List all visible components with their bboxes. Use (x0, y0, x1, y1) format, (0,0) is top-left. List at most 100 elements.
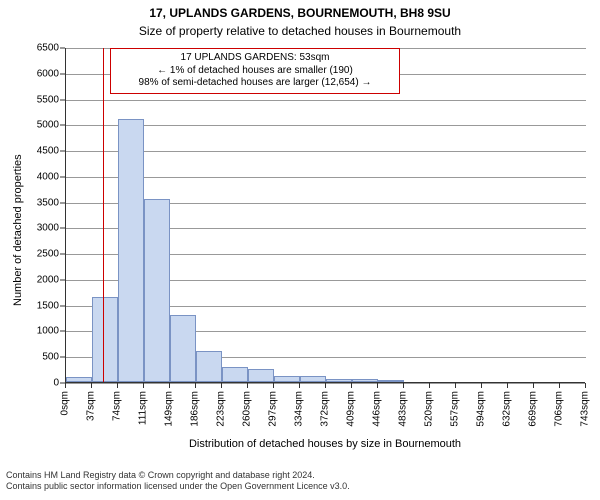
annotation-line3: 98% of semi-detached houses are larger (… (119, 77, 391, 90)
histogram-bar (222, 367, 248, 382)
histogram-bar (352, 379, 378, 382)
y-tick-mark (60, 73, 65, 74)
y-tick-label: 1000 (27, 326, 59, 337)
x-tick-label: 334sqm (294, 391, 305, 427)
y-tick-label: 0 (27, 378, 59, 389)
x-tick-mark (351, 383, 352, 388)
y-tick-mark (60, 357, 65, 358)
x-tick-label: 409sqm (346, 391, 357, 427)
x-tick-label: 743sqm (580, 391, 591, 427)
histogram-bar (248, 369, 274, 382)
chart-title-address: 17, UPLANDS GARDENS, BOURNEMOUTH, BH8 9S… (0, 6, 600, 20)
x-tick-mark (325, 383, 326, 388)
x-tick-label: 483sqm (398, 391, 409, 427)
y-tick-mark (60, 202, 65, 203)
x-tick-label: 223sqm (216, 391, 227, 427)
y-tick-label: 3500 (27, 197, 59, 208)
x-tick-label: 149sqm (164, 391, 175, 427)
x-tick-mark (273, 383, 274, 388)
reference-line (103, 48, 104, 382)
y-tick-label: 3000 (27, 223, 59, 234)
x-tick-label: 186sqm (190, 391, 201, 427)
x-axis-label: Distribution of detached houses by size … (65, 438, 585, 450)
y-tick-mark (60, 254, 65, 255)
y-tick-label: 4000 (27, 171, 59, 182)
x-tick-mark (299, 383, 300, 388)
histogram-bar (378, 380, 404, 382)
histogram-bar (326, 379, 352, 382)
histogram-bar (66, 377, 92, 382)
y-tick-label: 4500 (27, 146, 59, 157)
x-tick-mark (169, 383, 170, 388)
gridline (66, 151, 586, 152)
x-tick-label: 632sqm (502, 391, 513, 427)
y-tick-mark (60, 305, 65, 306)
histogram-bar (118, 119, 144, 382)
annotation-line2: ← 1% of detached houses are smaller (190… (119, 65, 391, 78)
x-tick-label: 260sqm (242, 391, 253, 427)
x-tick-mark (247, 383, 248, 388)
y-tick-label: 6500 (27, 43, 59, 54)
histogram-bar (170, 315, 196, 382)
y-tick-mark (60, 228, 65, 229)
x-tick-label: 669sqm (528, 391, 539, 427)
x-tick-mark (585, 383, 586, 388)
footer-attribution: Contains HM Land Registry data © Crown c… (6, 470, 350, 492)
footer-line1: Contains HM Land Registry data © Crown c… (6, 470, 350, 481)
y-tick-label: 5500 (27, 94, 59, 105)
x-tick-mark (481, 383, 482, 388)
x-tick-mark (221, 383, 222, 388)
x-tick-mark (559, 383, 560, 388)
x-tick-label: 297sqm (268, 391, 279, 427)
histogram-bar (92, 297, 118, 382)
y-tick-mark (60, 279, 65, 280)
x-tick-label: 520sqm (424, 391, 435, 427)
x-tick-mark (455, 383, 456, 388)
x-tick-label: 446sqm (372, 391, 383, 427)
x-tick-mark (195, 383, 196, 388)
histogram-bar (196, 351, 222, 382)
y-tick-label: 1500 (27, 300, 59, 311)
x-tick-label: 557sqm (450, 391, 461, 427)
plot-area (65, 48, 585, 383)
x-tick-label: 372sqm (320, 391, 331, 427)
x-tick-label: 74sqm (112, 391, 123, 421)
x-tick-mark (403, 383, 404, 388)
gridline (66, 383, 586, 384)
x-tick-mark (91, 383, 92, 388)
x-tick-mark (65, 383, 66, 388)
histogram-bar (300, 376, 326, 382)
x-tick-mark (143, 383, 144, 388)
annotation-box: 17 UPLANDS GARDENS: 53sqm ← 1% of detach… (110, 48, 400, 94)
histogram-bar (144, 199, 170, 382)
gridline (66, 177, 586, 178)
x-tick-mark (117, 383, 118, 388)
x-tick-label: 594sqm (476, 391, 487, 427)
histogram-bar (274, 376, 300, 382)
chart-container: 17, UPLANDS GARDENS, BOURNEMOUTH, BH8 9S… (0, 0, 600, 500)
annotation-line1: 17 UPLANDS GARDENS: 53sqm (119, 52, 391, 65)
x-tick-label: 0sqm (60, 391, 71, 415)
footer-line2: Contains public sector information licen… (6, 481, 350, 492)
x-tick-mark (507, 383, 508, 388)
x-tick-label: 111sqm (138, 391, 149, 425)
y-tick-mark (60, 99, 65, 100)
y-tick-label: 500 (27, 352, 59, 363)
chart-title-desc: Size of property relative to detached ho… (0, 24, 600, 38)
y-tick-mark (60, 151, 65, 152)
x-tick-mark (429, 383, 430, 388)
y-tick-mark (60, 331, 65, 332)
y-tick-mark (60, 176, 65, 177)
gridline (66, 125, 586, 126)
x-tick-label: 37sqm (86, 391, 97, 421)
y-tick-mark (60, 125, 65, 126)
y-tick-mark (60, 48, 65, 49)
gridline (66, 100, 586, 101)
y-tick-label: 2000 (27, 274, 59, 285)
y-tick-label: 2500 (27, 249, 59, 260)
y-tick-label: 5000 (27, 120, 59, 131)
x-tick-label: 706sqm (554, 391, 565, 427)
y-tick-label: 6000 (27, 68, 59, 79)
x-tick-mark (533, 383, 534, 388)
x-tick-mark (377, 383, 378, 388)
